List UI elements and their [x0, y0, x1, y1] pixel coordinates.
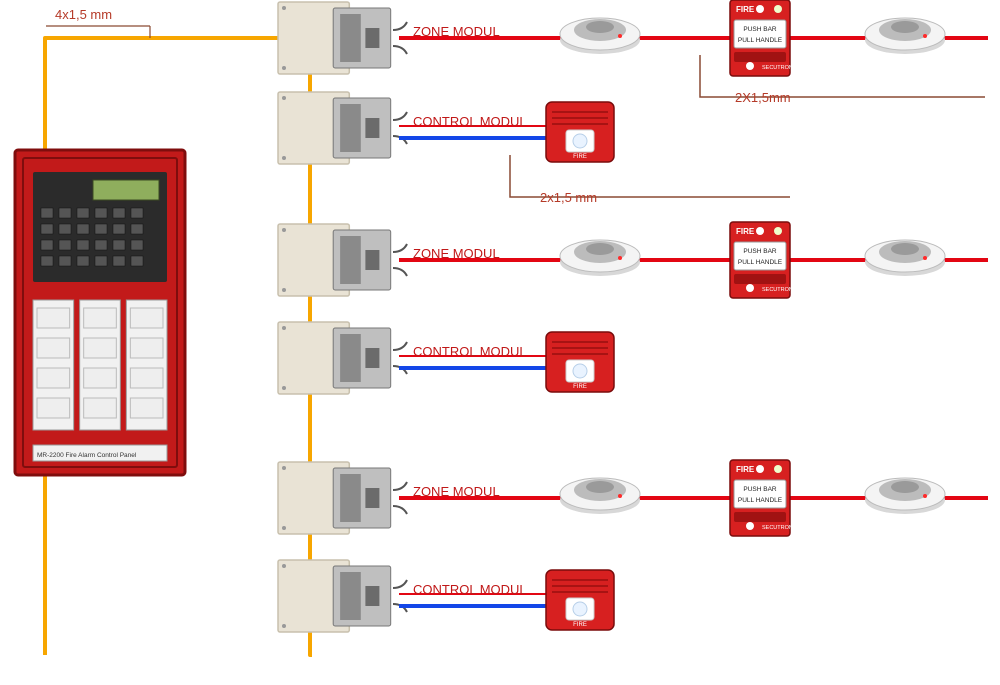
addressable-module — [278, 560, 407, 632]
callout-leader — [510, 155, 535, 197]
pull-line1: PUSH BAR — [743, 486, 777, 493]
smoke-detector — [865, 478, 945, 514]
pull-title: FIRE — [736, 5, 755, 14]
pull-brand: SECUTRON — [762, 287, 793, 293]
callout-leader — [700, 55, 730, 97]
smoke-detector — [865, 18, 945, 54]
module-type-label: ZONE MODUL — [413, 246, 500, 261]
module-type-label: CONTROL MODUL — [413, 114, 527, 129]
pull-line2: PULL HANDLE — [738, 37, 783, 44]
horn-strobe: FIRE — [546, 102, 614, 162]
module-type-label: CONTROL MODUL — [413, 582, 527, 597]
pull-line2: PULL HANDLE — [738, 497, 783, 504]
addressable-module — [278, 92, 407, 164]
smoke-detector — [560, 240, 640, 276]
manual-pull-station: FIRE PUSH BAR PULL HANDLE SECUTRON — [730, 222, 793, 298]
addressable-module — [278, 322, 407, 394]
svg-text:FIRE: FIRE — [573, 622, 587, 628]
smoke-detector — [560, 478, 640, 514]
pull-line1: PUSH BAR — [743, 248, 777, 255]
manual-pull-station: FIRE PUSH BAR PULL HANDLE SECUTRON — [730, 0, 793, 76]
module-type-label: CONTROL MODUL — [413, 344, 527, 359]
wire-spec-label: 2x1,5 mm — [540, 190, 597, 205]
manual-pull-station: FIRE PUSH BAR PULL HANDLE SECUTRON — [730, 460, 793, 536]
loop-spec-label: 4x1,5 mm — [55, 7, 112, 22]
wire-spec-label: 2X1,5mm — [735, 90, 791, 105]
fire-alarm-control-panel: MR-2200 Fire Alarm Control Panel — [15, 150, 185, 475]
module-type-label: ZONE MODUL — [413, 24, 500, 39]
pull-title: FIRE — [736, 465, 755, 474]
pull-line2: PULL HANDLE — [738, 259, 783, 266]
pull-line1: PUSH BAR — [743, 26, 777, 33]
pull-brand: SECUTRON — [762, 525, 793, 531]
addressable-module — [278, 2, 407, 74]
panel-footer-label: MR-2200 Fire Alarm Control Panel — [37, 452, 137, 459]
smoke-detector — [865, 240, 945, 276]
module-type-label: ZONE MODUL — [413, 484, 500, 499]
svg-text:FIRE: FIRE — [573, 384, 587, 390]
pull-title: FIRE — [736, 227, 755, 236]
pull-brand: SECUTRON — [762, 65, 793, 71]
horn-strobe: FIRE — [546, 332, 614, 392]
horn-strobe: FIRE — [546, 570, 614, 630]
smoke-detector — [560, 18, 640, 54]
addressable-module — [278, 462, 407, 534]
addressable-module — [278, 224, 407, 296]
svg-text:FIRE: FIRE — [573, 154, 587, 160]
